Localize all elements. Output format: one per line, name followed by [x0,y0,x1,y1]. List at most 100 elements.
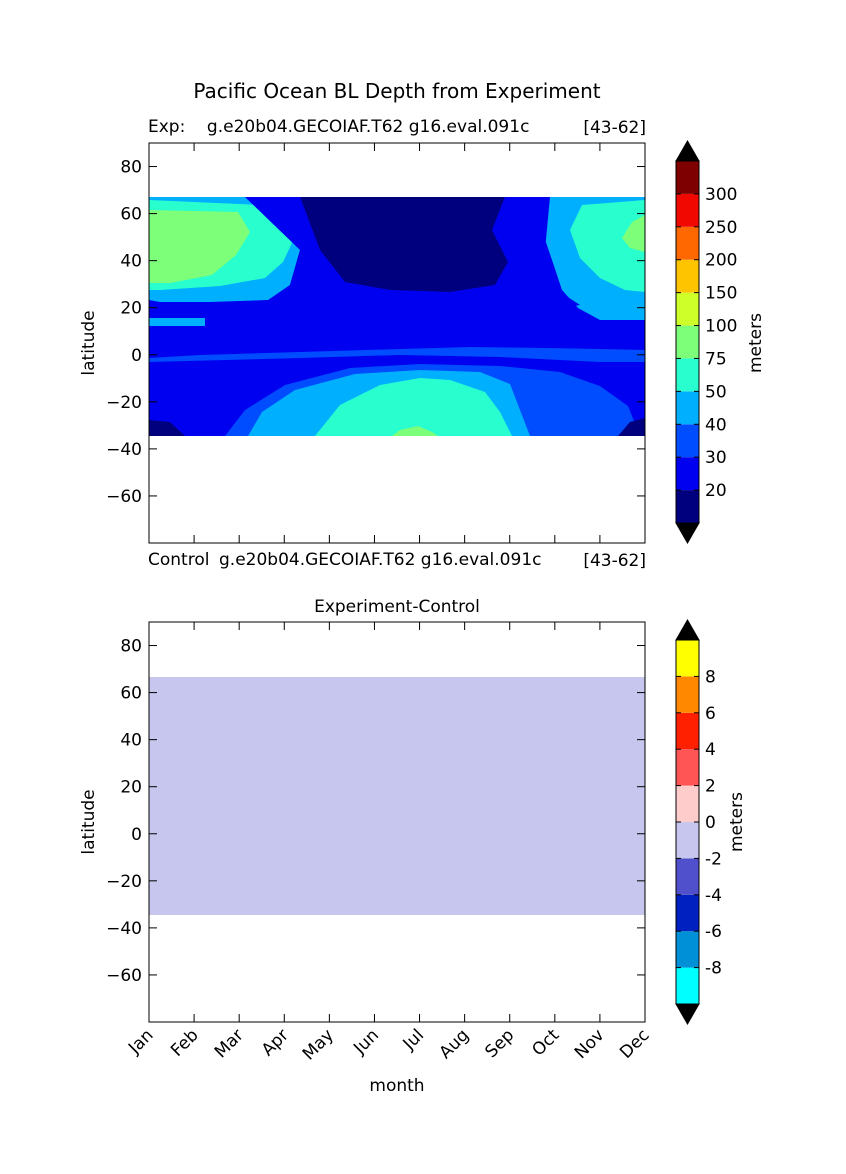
x-tick-label: Nov [571,1025,609,1063]
colorbar-tick-label: 0 [705,813,716,833]
colorbar-segment [676,292,699,326]
colorbar-tick-label: -4 [705,886,722,906]
top-panel-title-right: [43-62] [583,118,646,138]
y-tick-label: −40 [106,440,142,460]
bottom-axes-frame [148,621,646,1023]
y-tick-label: 40 [120,731,142,751]
bottom-y-axis-label: latitude [79,789,99,854]
colorbar-tick-label: 75 [705,349,727,369]
colorbar-frame [675,160,700,524]
colorbar-tick-label: 50 [705,382,727,402]
colorbar-segment [676,259,699,293]
colorbar-segment [676,712,699,750]
y-tick-label: 40 [120,252,142,272]
colorbar-tick-label: 200 [705,251,737,271]
top-y-axis: 80 60 40 20 0 −20 −40 −60 [106,158,645,507]
bottom-colorbar-label: meters [727,792,747,852]
field-band-20-core [300,197,508,292]
bottom-y-axis: 80 60 40 20 0 −20 −40 −60 [106,637,645,986]
field-band-50-nh-west [149,318,205,326]
field-band-75-ne [570,200,645,292]
field-band-100-ne [622,215,645,252]
y-tick-label: 80 [120,637,142,657]
x-tick-label: Jan [124,1025,157,1058]
colorbar-tick-label: 30 [705,448,727,468]
colorbar-segment [676,676,699,713]
colorbar-tick-label: -2 [705,849,722,869]
colorbar-segment [676,161,699,194]
colorbar-tick-label: -8 [705,959,722,979]
field-band-20-se [618,418,645,436]
y-tick-label: 20 [120,299,142,319]
colorbar-tick-label: -6 [705,922,722,942]
x-tick-label: Dec [616,1025,653,1062]
colorbar-tick-label: 150 [705,284,737,304]
x-tick-label: May [299,1025,338,1064]
y-tick-label: −20 [106,393,142,413]
bottom-panel-title: Experiment-Control [314,597,480,617]
bottom-x-axis-label: month [369,1076,424,1096]
colorbar-segment [676,640,699,677]
colorbar-segment [676,193,699,227]
field-band-75-south [315,378,512,436]
bottom-colorbar: -8 -6 -4 -2 0 2 4 6 8 [675,618,722,1026]
colorbar-tick-label: 300 [705,185,737,205]
colorbar-segment [676,931,699,968]
x-tick-label: Jul [399,1025,428,1054]
y-tick-label: 0 [131,825,142,845]
colorbar-extend-min [675,522,700,545]
top-colorbar: 20 30 40 50 75 100 150 200 250 300 [675,139,737,545]
top-colorbar-label: meters [746,313,766,373]
y-tick-label: 0 [131,346,142,366]
y-tick-label: −40 [106,919,142,939]
colorbar-segment [676,858,699,895]
top-panel: Exp: g.e20b04.GECOIAF.T62 g16.eval.091c … [79,117,766,571]
top-y-axis-label: latitude [79,310,99,375]
top-x-ticks [148,143,646,543]
control-years: [43-62] [583,551,646,571]
top-axes-frame [148,142,646,544]
colorbar-tick-label: 250 [705,218,737,238]
x-tick-label: Aug [436,1025,474,1063]
x-tick-label: Sep [481,1025,518,1062]
field-band-100-south [392,426,438,436]
colorbar-tick-label: 8 [705,667,716,687]
control-run-name: g.e20b04.GECOIAF.T62 g16.eval.091c [219,550,541,570]
colorbar-extend-max [675,139,700,162]
colorbar-tick-label: 6 [705,704,716,724]
y-tick-label: −20 [106,872,142,892]
colorbar-tick-label: 20 [705,481,727,501]
control-label: Control [148,550,209,570]
y-tick-label: −60 [106,487,142,507]
colorbar-tick-label: 2 [705,777,716,797]
colorbar-extend-min [675,1003,700,1026]
x-tick-label: Oct [528,1025,563,1060]
colorbar-tick-label: 4 [705,740,716,760]
y-tick-label: 80 [120,158,142,178]
y-tick-label: −60 [106,966,142,986]
colorbar-segment [676,749,699,786]
colorbar-tick-label: 100 [705,317,737,337]
field-band-20-sw [149,420,185,436]
top-contour-field [149,197,645,436]
x-tick-label: Mar [211,1025,248,1062]
colorbar-segment [676,391,699,425]
field-band-100-north [149,210,250,283]
x-tick-label: Jun [349,1025,383,1059]
colorbar-segment [676,822,699,859]
y-tick-label: 60 [120,205,142,225]
colorbar-segment [676,358,699,392]
figure-title: Pacific Ocean BL Depth from Experiment [193,79,600,103]
colorbar-tick-label: 40 [705,415,727,435]
colorbar-segment [676,424,699,458]
colorbar-segment [676,967,699,1004]
colorbar-segment [676,894,699,932]
y-tick-label: 60 [120,684,142,704]
colorbar-extend-max [675,618,700,641]
colorbar-segment [676,226,699,260]
colorbar-segment [676,490,699,523]
difference-field [149,677,645,915]
y-tick-label: 20 [120,778,142,798]
